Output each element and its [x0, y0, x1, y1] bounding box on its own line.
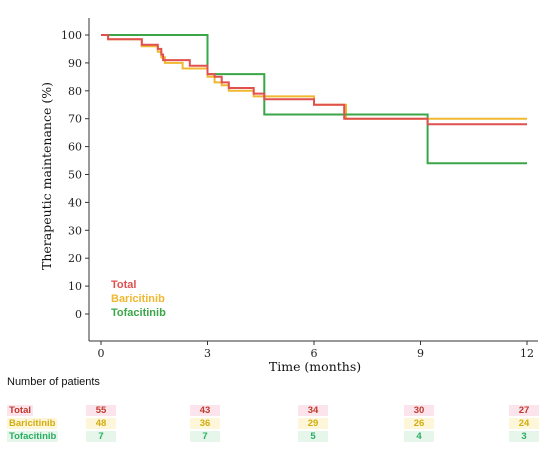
x-tick-label: 0	[98, 347, 105, 360]
series-line-baricitinib	[101, 34, 527, 120]
patients-row-label: Total	[7, 405, 33, 416]
patients-count-cell: 36	[190, 418, 220, 429]
x-tick-label: 3	[204, 347, 211, 360]
patients-row-baricitinib: Baricitinib 48 36 29 26 24	[0, 418, 550, 430]
patients-count-cell: 55	[86, 405, 116, 416]
patients-count-cell: 27	[509, 405, 539, 416]
y-tick-label: 60	[68, 141, 82, 154]
patients-row-tofacitinib: Tofacitinib 7 7 5 4 3	[0, 431, 550, 443]
y-tick-label: 0	[75, 308, 82, 321]
patients-count-cell: 26	[404, 418, 434, 429]
patients-count-cell: 34	[298, 405, 328, 416]
patients-count-cell: 7	[190, 431, 220, 442]
patients-count-cell: 29	[298, 418, 328, 429]
x-tick-label: 6	[311, 347, 318, 360]
y-tick-label: 30	[68, 224, 82, 237]
series-line-total	[101, 34, 527, 126]
y-tick-label: 40	[68, 196, 82, 209]
y-tick-label: 90	[68, 57, 82, 70]
x-tick-label: 9	[417, 347, 424, 360]
patients-count-cell: 30	[404, 405, 434, 416]
patients-count-cell: 48	[86, 418, 116, 429]
y-tick-label: 100	[61, 29, 82, 42]
x-axis-title: Time (months)	[269, 359, 361, 374]
patients-count-cell: 5	[298, 431, 328, 442]
y-axis-title: Therapeutic maintenance (%)	[39, 82, 54, 270]
patients-count-cell: 4	[404, 431, 434, 442]
legend: Total Baricitinib Tofacitinib	[111, 279, 166, 319]
legend-item-total: Total	[111, 279, 136, 291]
patients-count-cell: 43	[190, 405, 220, 416]
patients-row-label: Tofacitinib	[7, 431, 59, 442]
y-tick-label: 10	[68, 280, 82, 293]
legend-item-tofacitinib: Tofacitinib	[111, 307, 166, 319]
y-tick-label: 50	[68, 169, 82, 182]
y-tick-label: 80	[68, 85, 82, 98]
series-lines	[101, 34, 527, 165]
patients-count-cell: 7	[86, 431, 116, 442]
x-ticks: 0 3 6 9 12	[98, 341, 534, 360]
patients-row-label: Baricitinib	[7, 418, 58, 429]
patients-table-title: Number of patients	[7, 376, 100, 388]
survival-chart: 0 10 20 30 40 50 60 70 80 90 100 0 3 6 9 12 Total Baric…	[39, 18, 538, 374]
x-tick-label: 12	[520, 347, 534, 360]
y-tick-label: 20	[68, 252, 82, 265]
y-tick-label: 70	[68, 113, 82, 126]
legend-item-baricitinib: Baricitinib	[111, 293, 165, 305]
y-ticks: 0 10 20 30 40 50 60 70 80 90 100	[61, 29, 89, 321]
patients-count-cell: 3	[509, 431, 539, 442]
patients-count-cell: 24	[509, 418, 539, 429]
patients-row-total: Total 55 43 34 30 27	[0, 405, 550, 417]
